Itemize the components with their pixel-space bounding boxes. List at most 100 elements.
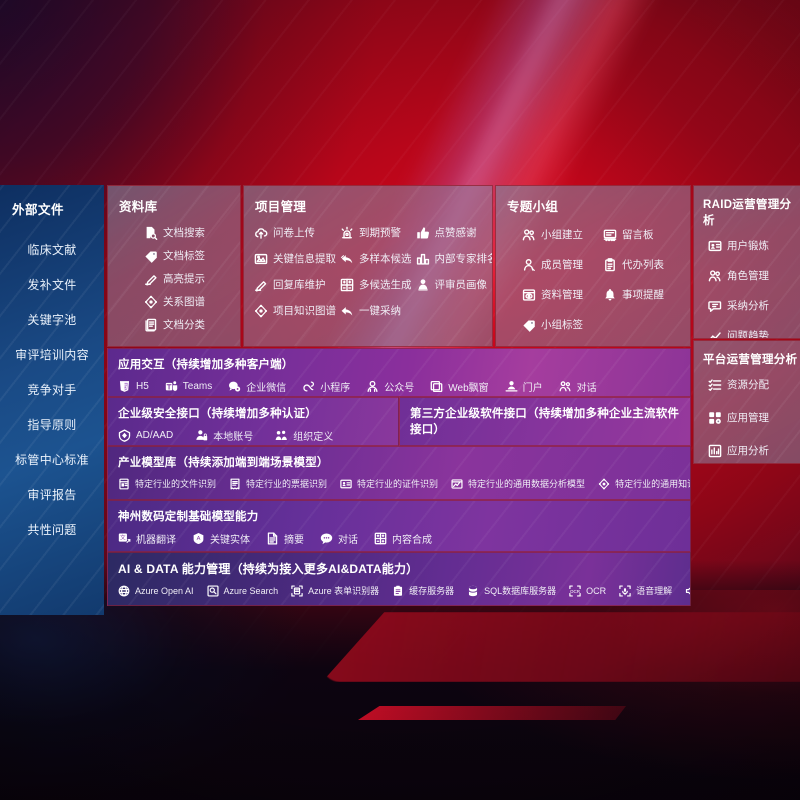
feature-app-analysis[interactable]: 应用分析 (708, 439, 793, 462)
model-file-recognition[interactable]: 特定行业的文件识别 (118, 475, 216, 492)
feature-label: 关键信息提取 (273, 253, 336, 265)
client-portal[interactable]: 门户 (505, 377, 543, 396)
feature-project-knowledge-graph[interactable]: 项目知识图谱 (254, 299, 336, 322)
feature-expiry-alert[interactable]: 到期预警 (340, 221, 412, 244)
entity-a-icon: A (192, 532, 205, 545)
client-dialog[interactable]: 对话 (559, 377, 597, 396)
sidebar-item-review-training[interactable]: 审评培训内容 (15, 348, 89, 362)
feature-label: 到期预警 (359, 227, 401, 239)
feature-key-info-extract[interactable]: 关键信息提取 (254, 247, 336, 270)
sidebar-item-supplement-docs[interactable]: 发补文件 (27, 278, 77, 292)
openai-icon (118, 585, 130, 597)
feature-role-management[interactable]: 角色管理 (708, 264, 793, 287)
auth-org-define[interactable]: 组织定义 (275, 426, 333, 445)
capability-summary[interactable]: 摘要 (266, 529, 304, 548)
feature-internal-expert-ranking[interactable]: 内部专家排名 (416, 247, 493, 270)
feature-resource-allocation[interactable]: 资源分配 (708, 373, 793, 396)
feature-questionnaire-upload[interactable]: 问卷上传 (254, 221, 336, 244)
feature-app-management[interactable]: 应用管理 (708, 406, 793, 429)
feature-message-board[interactable]: 留言板 (603, 223, 682, 246)
service-label: 缓存服务器 (409, 586, 455, 596)
graph-network-icon (598, 478, 610, 490)
feature-group-create[interactable]: 小组建立 (522, 223, 601, 246)
model-label: 特定行业的通用知识图谱模型 (615, 479, 690, 489)
feature-issue-trend[interactable]: 问题趋势 (708, 324, 793, 338)
feature-one-click-adopt[interactable]: 一键采纳 (340, 299, 412, 322)
client-miniprogram[interactable]: 小程序 (302, 377, 350, 396)
service-tts[interactable]: TTS (685, 583, 690, 599)
feature-item-reminder[interactable]: 事项提醒 (603, 283, 682, 306)
ranking-bar-icon (416, 252, 430, 266)
feature-label: 回复库维护 (273, 279, 326, 291)
service-azure-search[interactable]: Azure Search (206, 583, 279, 599)
model-knowledge-graph[interactable]: 特定行业的通用知识图谱模型 (598, 475, 690, 492)
feature-doc-category[interactable]: 文档分类 (144, 313, 232, 336)
member-icon (522, 258, 536, 272)
edit-pen-icon (254, 278, 268, 292)
sidebar-item-review-report[interactable]: 审评报告 (27, 488, 77, 502)
sidebar-item-standards-center[interactable]: 标管中心标准 (15, 453, 89, 467)
sidebar-item-guidelines[interactable]: 指导原则 (27, 418, 77, 432)
service-form-recognizer[interactable]: Azure 表单识别器 (291, 582, 379, 599)
capability-label: 机器翻译 (136, 535, 176, 546)
service-sql-database[interactable]: SQL数据库服务器 (467, 582, 556, 599)
feature-knowledge-graph[interactable]: 关系图谱 (144, 290, 232, 313)
capability-dialog[interactable]: 对话 (320, 529, 358, 548)
capability-machine-translation[interactable]: 文 机器翻译 (118, 529, 176, 548)
capability-key-entity[interactable]: A 关键实体 (192, 529, 250, 548)
client-label: 企业微信 (246, 383, 287, 394)
feature-label: 内部专家排名 (434, 253, 493, 265)
band-dcits-base-models: 神州数码定制基础模型能力 文 机器翻译 A 关键实体 摘要 对话 内容合成 (107, 500, 691, 552)
model-receipt-recognition[interactable]: 特定行业的票据识别 (229, 475, 327, 492)
feature-thanks-like[interactable]: 点赞感谢 (416, 221, 493, 244)
feature-todo-list[interactable]: 代办列表 (603, 253, 682, 276)
service-ocr[interactable]: OCR OCR (569, 583, 606, 599)
sidebar-item-common-issues[interactable]: 共性问题 (27, 523, 77, 537)
model-idcard-recognition[interactable]: 特定行业的证件识别 (340, 475, 438, 492)
client-web-window[interactable]: Web飘窗 (430, 377, 489, 396)
chat-bubble-icon (320, 532, 333, 545)
feature-reviewer-portrait[interactable]: 评审员画像 (416, 273, 493, 296)
model-label: 特定行业的证件识别 (357, 479, 439, 489)
data-analysis-icon (451, 478, 463, 490)
feature-label: 角色管理 (727, 270, 769, 282)
feature-doc-tag[interactable]: 文档标签 (144, 244, 232, 267)
service-cache-server[interactable]: 缓存服务器 (392, 582, 454, 599)
service-speech-understanding[interactable]: 语音理解 (619, 582, 672, 599)
sidebar-item-keyword-pool[interactable]: 关键字池 (27, 313, 77, 327)
client-official-account[interactable]: 公众号 (366, 377, 414, 396)
auth-local-account[interactable]: 本地账号 (195, 426, 253, 445)
band-app-interaction: 应用交互（持续增加多种客户端） H5 Teams 企业微信 小程序 公众号 (107, 348, 691, 397)
feature-label: 应用分析 (727, 445, 769, 457)
capability-content-synthesis[interactable]: 内容合成 (374, 529, 432, 548)
feature-member-management[interactable]: 成员管理 (522, 253, 601, 276)
feature-user-training[interactable]: 用户锻炼 (708, 234, 793, 257)
model-label: 特定行业的文件识别 (135, 479, 217, 489)
sidebar-item-clinical-literature[interactable]: 临床文献 (27, 243, 77, 257)
portal-icon (505, 380, 518, 393)
sidebar-item-competitors[interactable]: 竞争对手 (27, 383, 77, 397)
feature-group-tag[interactable]: 小组标签 (522, 313, 601, 336)
feature-label: 资料管理 (541, 289, 583, 301)
clipboard-list-icon (603, 257, 617, 272)
feature-multi-sample-candidates[interactable]: 多样本候选 (340, 247, 412, 270)
model-data-analysis[interactable]: 特定行业的通用数据分析模型 (451, 475, 585, 492)
feature-label: 文档搜索 (163, 227, 205, 239)
service-azure-openai[interactable]: Azure Open AI (118, 583, 194, 599)
client-teams[interactable]: Teams (165, 378, 212, 395)
feature-reply-library-maintenance[interactable]: 回复库维护 (254, 273, 336, 296)
client-wecom[interactable]: 企业微信 (228, 377, 286, 396)
feature-doc-search[interactable]: 文档搜索 (144, 221, 232, 244)
feature-adoption-analysis[interactable]: 采纳分析 (708, 294, 793, 317)
auth-ad-aad[interactable]: AD/AAD (118, 427, 173, 444)
service-label: Azure Open AI (135, 585, 194, 596)
shield-diamond-icon (118, 429, 131, 442)
service-label: Azure Search (223, 585, 279, 596)
sidebar-hatch-texture (0, 185, 104, 615)
client-h5[interactable]: H5 (118, 378, 149, 395)
local-account-icon (195, 429, 208, 442)
feature-material-management[interactable]: 资料管理 (522, 283, 601, 306)
feature-highlight[interactable]: 高亮提示 (144, 267, 232, 290)
feature-multi-candidate-generation[interactable]: 多候选生成 (340, 273, 412, 296)
band-third-party-items: API自动化设计器 (400, 437, 690, 445)
